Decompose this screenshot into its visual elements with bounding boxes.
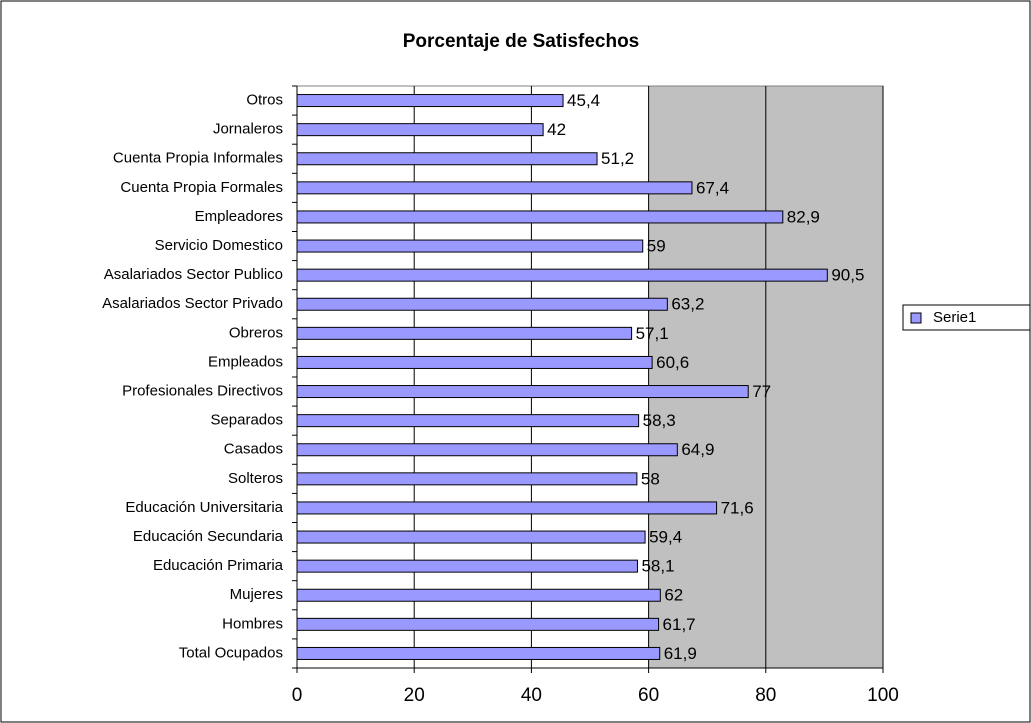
bar (296, 297, 668, 311)
legend-label: Serie1 (933, 309, 976, 326)
bar (296, 530, 646, 544)
y-tick-label: Obreros (229, 324, 283, 341)
data-label: 59 (647, 237, 666, 256)
bar (296, 414, 640, 428)
data-label: 58 (641, 469, 660, 488)
data-label: 82,9 (787, 207, 820, 226)
x-tick-label: 40 (521, 685, 542, 706)
y-tick-label: Otros (246, 92, 283, 109)
legend: Serie1 (902, 304, 1031, 331)
bar (296, 472, 638, 486)
data-label: 67,4 (696, 178, 729, 197)
bar (296, 559, 638, 573)
x-tick-label: 80 (755, 685, 776, 706)
y-tick-label: Educación Universitaria (125, 499, 283, 516)
y-tick-label: Educación Secundaria (133, 528, 284, 545)
bar (296, 385, 749, 399)
legend-swatch (910, 312, 922, 324)
data-label: 57,1 (636, 324, 669, 343)
bar (296, 588, 661, 602)
data-label: 45,4 (567, 91, 600, 110)
y-tick-label: Cuenta Propia Informales (113, 150, 283, 167)
y-tick-label: Empleados (208, 353, 283, 370)
data-label: 42 (547, 120, 566, 139)
bar (296, 326, 633, 340)
y-tick-label: Separados (210, 412, 283, 429)
data-label: 63,2 (671, 295, 704, 314)
y-tick-label: Mujeres (230, 586, 283, 603)
chart-title: Porcentaje de Satisfechos (403, 31, 640, 52)
x-tick-label: 60 (638, 685, 659, 706)
bar (296, 239, 644, 253)
bar (296, 268, 828, 282)
bar (296, 152, 598, 166)
y-tick-label: Educación Primaria (153, 557, 284, 574)
data-label: 61,7 (663, 615, 696, 634)
data-label: 51,2 (601, 149, 634, 168)
y-tick-label: Profesionales Directivos (122, 383, 283, 400)
y-tick-label: Solteros (228, 470, 283, 487)
data-label: 61,9 (664, 644, 697, 663)
data-label: 62 (664, 586, 683, 605)
y-tick-label: Cuenta Propia Formales (120, 179, 283, 196)
bar (296, 355, 653, 369)
legend-box (902, 304, 1031, 331)
y-tick-label: Hombres (222, 615, 283, 632)
data-label: 60,6 (656, 353, 689, 372)
y-tick-label: Asalariados Sector Privado (102, 295, 283, 312)
y-tick-label: Servicio Domestico (155, 237, 283, 254)
y-tick-label: Total Ocupados (179, 644, 283, 661)
data-label: 58,3 (643, 411, 676, 430)
data-label: 77 (752, 382, 771, 401)
bar (296, 123, 544, 137)
data-label: 64,9 (681, 440, 714, 459)
bar (296, 443, 678, 457)
bar (296, 646, 661, 660)
y-tick-label: Jornaleros (213, 121, 283, 138)
y-tick-label: Empleadores (195, 208, 283, 225)
bar (296, 210, 784, 224)
x-tick-label: 20 (404, 685, 425, 706)
bar (296, 501, 718, 515)
plot-area-light (297, 86, 649, 668)
y-tick-label: Casados (224, 441, 283, 458)
x-tick-label: 100 (867, 685, 899, 706)
data-label: 59,4 (649, 528, 682, 547)
data-label: 71,6 (721, 498, 754, 517)
bar (296, 617, 660, 631)
data-label: 58,1 (641, 557, 674, 576)
bar (296, 181, 693, 195)
bar (296, 94, 564, 108)
x-tick-label: 0 (292, 685, 303, 706)
data-label: 90,5 (831, 266, 864, 285)
y-tick-label: Asalariados Sector Publico (104, 266, 283, 283)
